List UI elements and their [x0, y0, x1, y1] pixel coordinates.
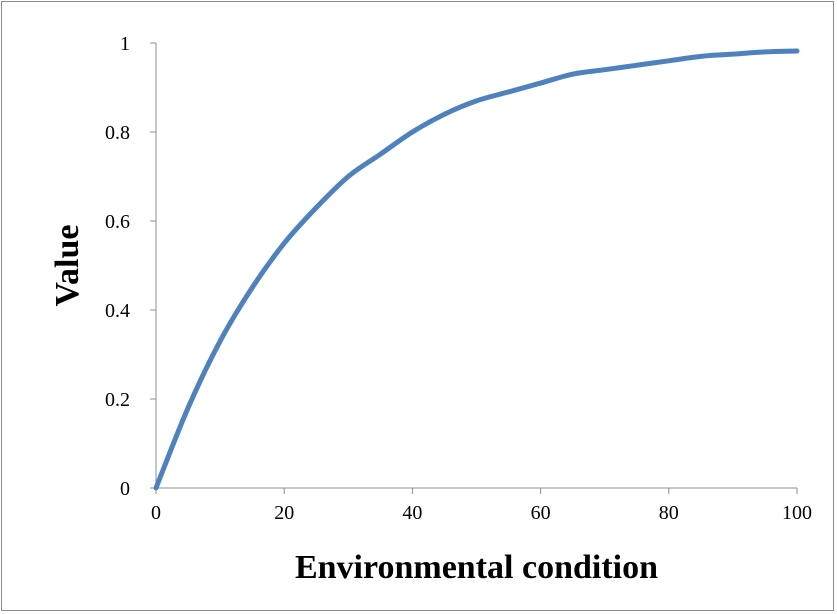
y-tick-label: 0: [120, 478, 130, 500]
axes: [155, 43, 797, 489]
x-axis-title: Environmental condition: [295, 549, 658, 586]
x-tick-label: 20: [274, 502, 294, 524]
x-tick-label: 80: [659, 502, 679, 524]
x-tick-label: 60: [531, 502, 551, 524]
y-tick-label: 1: [120, 33, 130, 55]
series-line-0: [153, 48, 800, 491]
y-axis-title: Value: [49, 225, 86, 307]
x-tick-label: 100: [782, 502, 812, 524]
series-layer: [153, 48, 800, 491]
x-axis-ticks: 0 20 40 60 80 100: [151, 488, 812, 524]
y-tick-label: 0.2: [105, 389, 130, 411]
y-tick-label: 0.4: [105, 300, 130, 322]
y-tick-label: 0.8: [105, 122, 130, 144]
y-tick-label: 0.6: [105, 211, 130, 233]
y-axis-ticks: 0 0.2 0.4 0.6 0.8 1: [105, 33, 156, 500]
x-tick-label: 0: [151, 502, 161, 524]
x-tick-label: 40: [402, 502, 422, 524]
